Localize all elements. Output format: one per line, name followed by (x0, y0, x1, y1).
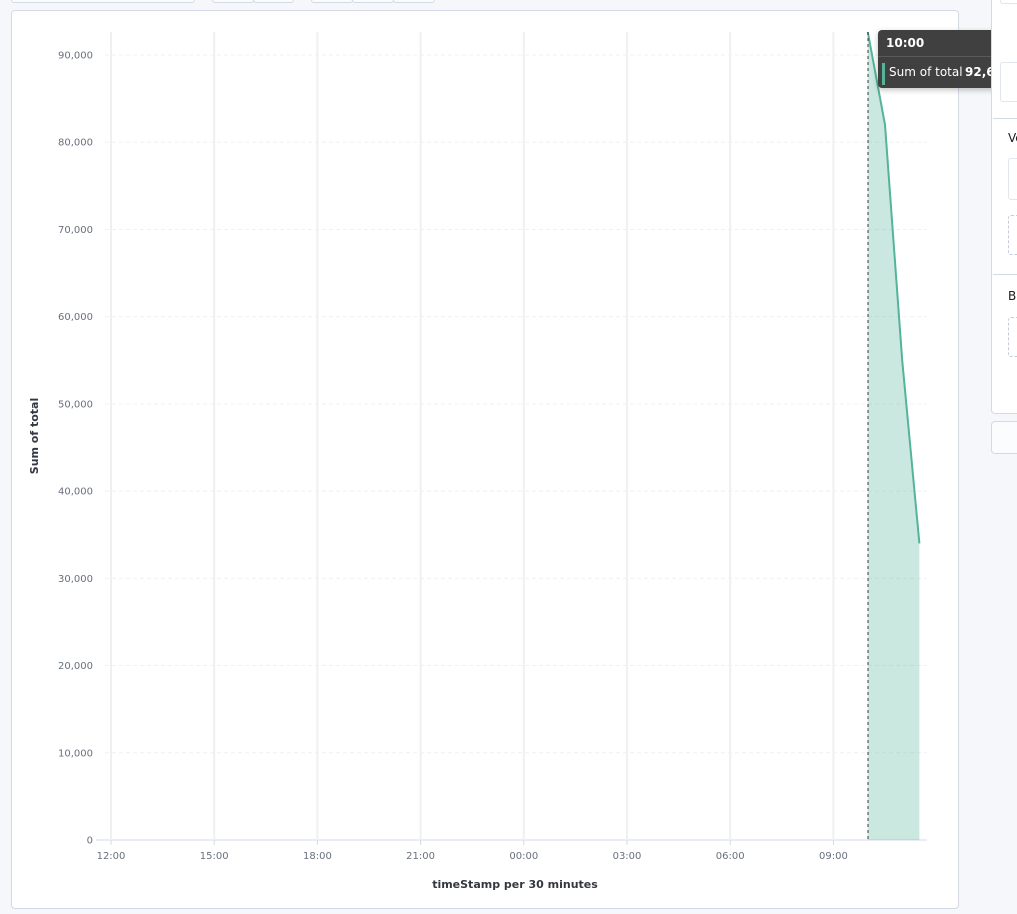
y-tick-label: 10,000 (58, 748, 93, 759)
section-label-br: Br (1008, 289, 1017, 303)
side-button[interactable] (991, 421, 1017, 454)
toolbar-button[interactable] (393, 0, 435, 3)
series-color-swatch (882, 63, 885, 85)
x-tick-label: 21:00 (406, 851, 435, 862)
x-tick-label: 18:00 (303, 851, 332, 862)
side-drop-zone[interactable] (1008, 215, 1017, 255)
chart-panel (11, 10, 959, 909)
y-tick-label: 70,000 (58, 225, 93, 236)
tooltip-divider (878, 56, 1016, 57)
y-tick-label: 30,000 (58, 574, 93, 585)
series-line (866, 31, 921, 544)
x-axis-labels: 12:00 15:00 18:00 21:00 00:00 03:00 06:00 09:00 (97, 851, 848, 862)
section-label-ve: Ve (1008, 131, 1017, 145)
series-area (866, 31, 921, 840)
x-tick-label: 06:00 (716, 851, 745, 862)
side-field[interactable] (1000, 0, 1017, 4)
x-tick-label: 03:00 (613, 851, 642, 862)
y-axis-title: Sum of total (28, 398, 41, 474)
chart-grid (96, 32, 927, 845)
tooltip-series-name: Sum of total (889, 65, 963, 79)
x-tick-label: 12:00 (97, 851, 126, 862)
y-tick-label: 20,000 (58, 661, 93, 672)
x-tick-label: 00:00 (509, 851, 538, 862)
x-axis-title: timeStamp per 30 minutes (432, 878, 598, 891)
side-divider-area (993, 118, 1017, 119)
toolbar-field[interactable] (11, 0, 195, 3)
y-axis-labels: 0 10,000 20,000 30,000 40,000 50,000 60,000 70,… (58, 51, 93, 847)
y-tick-label: 60,000 (58, 312, 93, 323)
y-tick-label: 90,000 (58, 51, 93, 62)
y-tick-label: 80,000 (58, 138, 93, 149)
side-drop-zone[interactable] (1008, 317, 1017, 357)
side-divider-area (993, 274, 1017, 275)
series-area-fill (867, 32, 920, 840)
y-tick-label: 40,000 (58, 487, 93, 498)
side-input[interactable] (1008, 158, 1017, 200)
side-field[interactable] (1000, 62, 1017, 102)
y-tick-label: 0 (87, 836, 93, 847)
x-tick-label: 09:00 (819, 851, 848, 862)
x-tick-label: 15:00 (200, 851, 229, 862)
toolbar-button[interactable] (253, 0, 294, 3)
y-tick-label: 50,000 (58, 399, 93, 410)
tooltip-time: 10:00 (886, 36, 925, 50)
